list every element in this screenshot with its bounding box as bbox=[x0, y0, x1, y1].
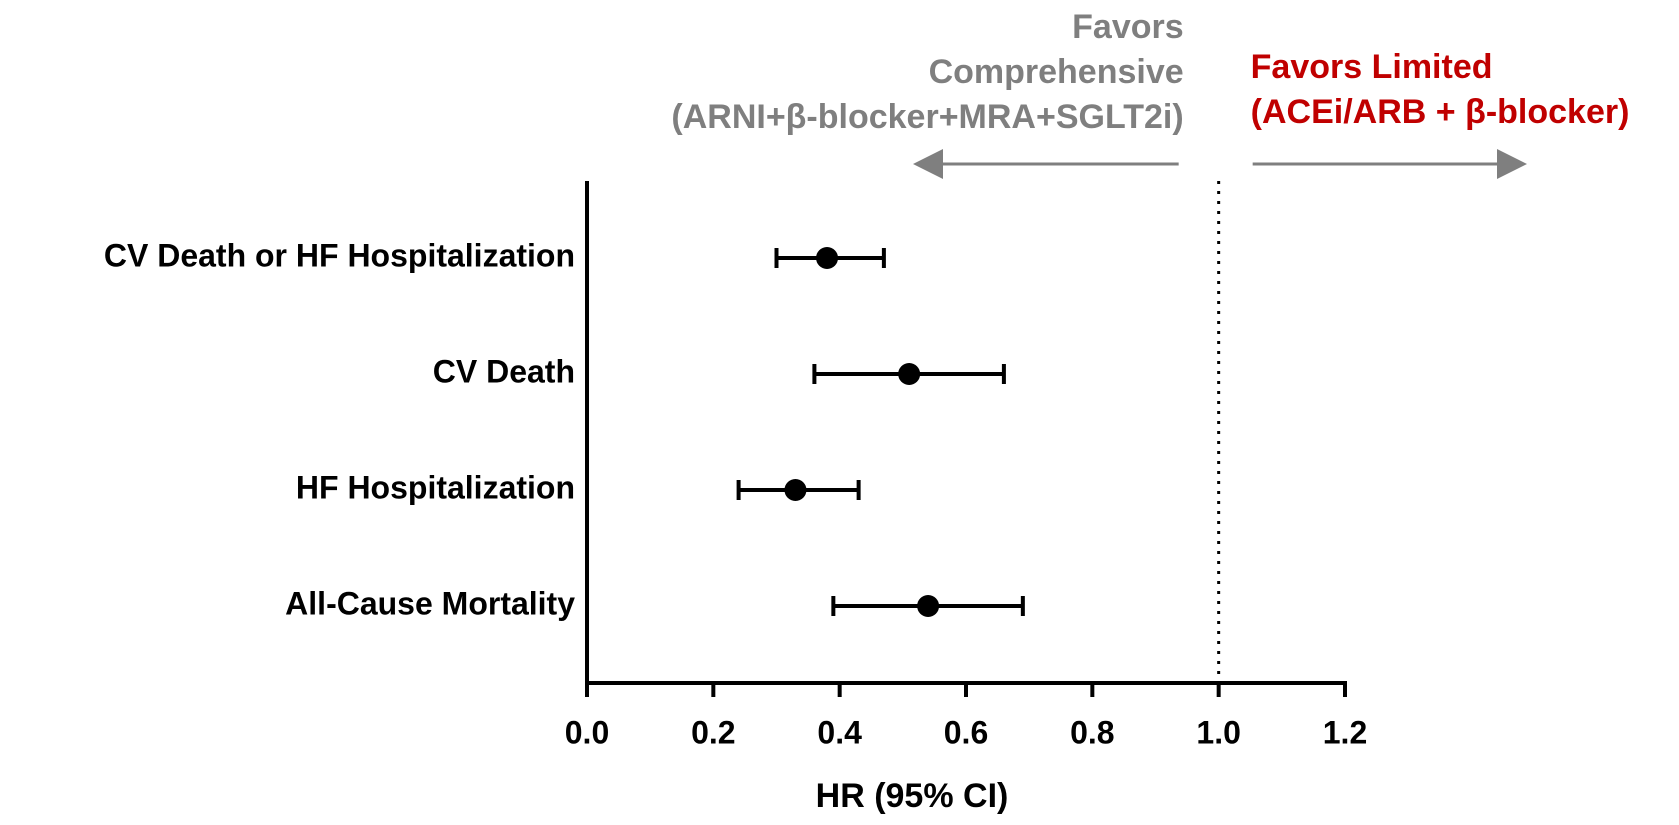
point bbox=[816, 247, 839, 269]
annotation: Favors Limited bbox=[1251, 48, 1493, 86]
y-tick-label: All-Cause Mortality bbox=[285, 585, 575, 621]
y-tick-label: CV Death or HF Hospitalization bbox=[104, 237, 575, 273]
y-tick-label: CV Death bbox=[433, 353, 575, 389]
x-tick-label: 0.0 bbox=[565, 714, 609, 750]
point bbox=[898, 363, 921, 385]
x-tick-label: 0.4 bbox=[817, 714, 862, 750]
point bbox=[784, 479, 807, 501]
x-tick-label: 1.2 bbox=[1323, 714, 1367, 750]
x-tick-label: 0.2 bbox=[691, 714, 735, 750]
point bbox=[917, 595, 940, 617]
x-tick-label: 0.8 bbox=[1070, 714, 1114, 750]
x-tick-label: 0.6 bbox=[944, 714, 988, 750]
annotation: Comprehensive bbox=[929, 53, 1184, 91]
x-tick-label: 1.0 bbox=[1196, 714, 1240, 750]
annotation: (ACEi/ARB + β-blocker) bbox=[1251, 93, 1630, 131]
annotation: Favors bbox=[1072, 8, 1184, 46]
x-axis-title: HR (95% CI) bbox=[816, 777, 1009, 815]
y-tick-label: HF Hospitalization bbox=[296, 469, 575, 505]
annotation: (ARNI+β-blocker+MRA+SGLT2i) bbox=[671, 98, 1183, 136]
